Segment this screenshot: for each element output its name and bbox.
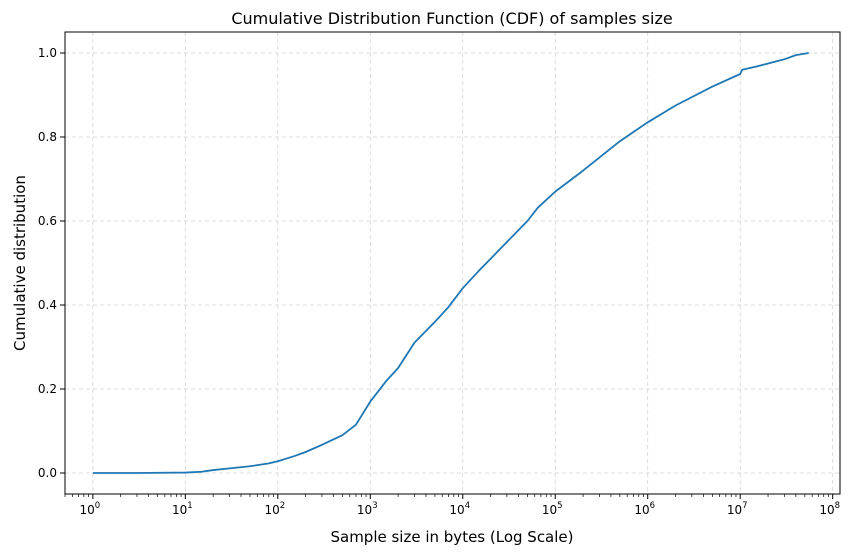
y-tick-label: 0.0	[38, 466, 57, 480]
x-tick-label: 107	[727, 501, 748, 517]
x-axis-label: Sample size in bytes (Log Scale)	[330, 528, 573, 546]
x-tick-label: 105	[542, 501, 563, 517]
y-tick-label: 1.0	[38, 46, 57, 60]
x-tick-label: 108	[819, 501, 840, 517]
y-axis-label: Cumulative distribution	[11, 175, 29, 351]
x-tick-label: 104	[449, 501, 470, 517]
cdf-series-line	[92, 52, 809, 474]
y-axis-ticks: 0.0 0.2 0.4 0.6 0.8 1.0	[38, 46, 65, 480]
y-tick-label: 0.2	[38, 382, 57, 396]
y-tick-label: 0.4	[38, 298, 57, 312]
x-tick-label: 101	[172, 501, 193, 517]
plot-frame	[64, 31, 841, 495]
x-tick-label: 100	[79, 501, 100, 517]
x-tick-label: 106	[634, 501, 655, 517]
y-tick-label: 0.8	[38, 130, 57, 144]
y-tick-label: 0.6	[38, 214, 57, 228]
grid	[65, 32, 840, 494]
chart-title: Cumulative Distribution Function (CDF) o…	[231, 9, 672, 28]
x-tick-label: 103	[357, 501, 378, 517]
x-axis-ticks: 100 101 102 103 104 105 106 107 108	[79, 494, 840, 517]
x-tick-label: 102	[264, 501, 285, 517]
